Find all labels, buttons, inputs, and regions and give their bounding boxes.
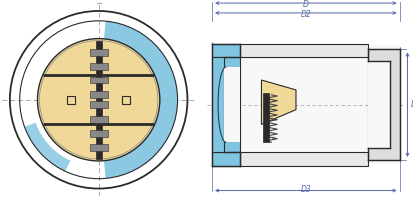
Wedge shape xyxy=(104,21,178,178)
Bar xyxy=(90,130,107,137)
Bar xyxy=(90,63,107,70)
Bar xyxy=(240,152,368,166)
Circle shape xyxy=(38,39,160,161)
Bar xyxy=(368,61,390,148)
Bar xyxy=(368,49,400,160)
Bar xyxy=(212,46,400,164)
Bar xyxy=(90,91,107,98)
Text: D: D xyxy=(303,0,309,9)
Bar xyxy=(96,41,102,159)
Bar xyxy=(263,93,269,142)
Bar xyxy=(90,144,107,151)
Bar xyxy=(212,57,224,152)
Bar xyxy=(212,44,240,57)
Bar xyxy=(90,116,107,123)
Bar xyxy=(90,77,107,84)
Bar xyxy=(67,96,75,104)
Bar xyxy=(212,44,240,166)
Text: D2: D2 xyxy=(301,10,311,19)
Wedge shape xyxy=(24,123,70,171)
Bar xyxy=(212,152,240,166)
Bar xyxy=(90,49,107,56)
Text: D3: D3 xyxy=(301,186,311,194)
Text: L: L xyxy=(411,100,413,109)
Bar xyxy=(90,101,107,108)
Text: r\: r\ xyxy=(271,135,275,140)
Bar xyxy=(224,67,240,142)
Bar xyxy=(240,44,368,57)
Polygon shape xyxy=(261,80,296,125)
Bar xyxy=(122,96,130,104)
